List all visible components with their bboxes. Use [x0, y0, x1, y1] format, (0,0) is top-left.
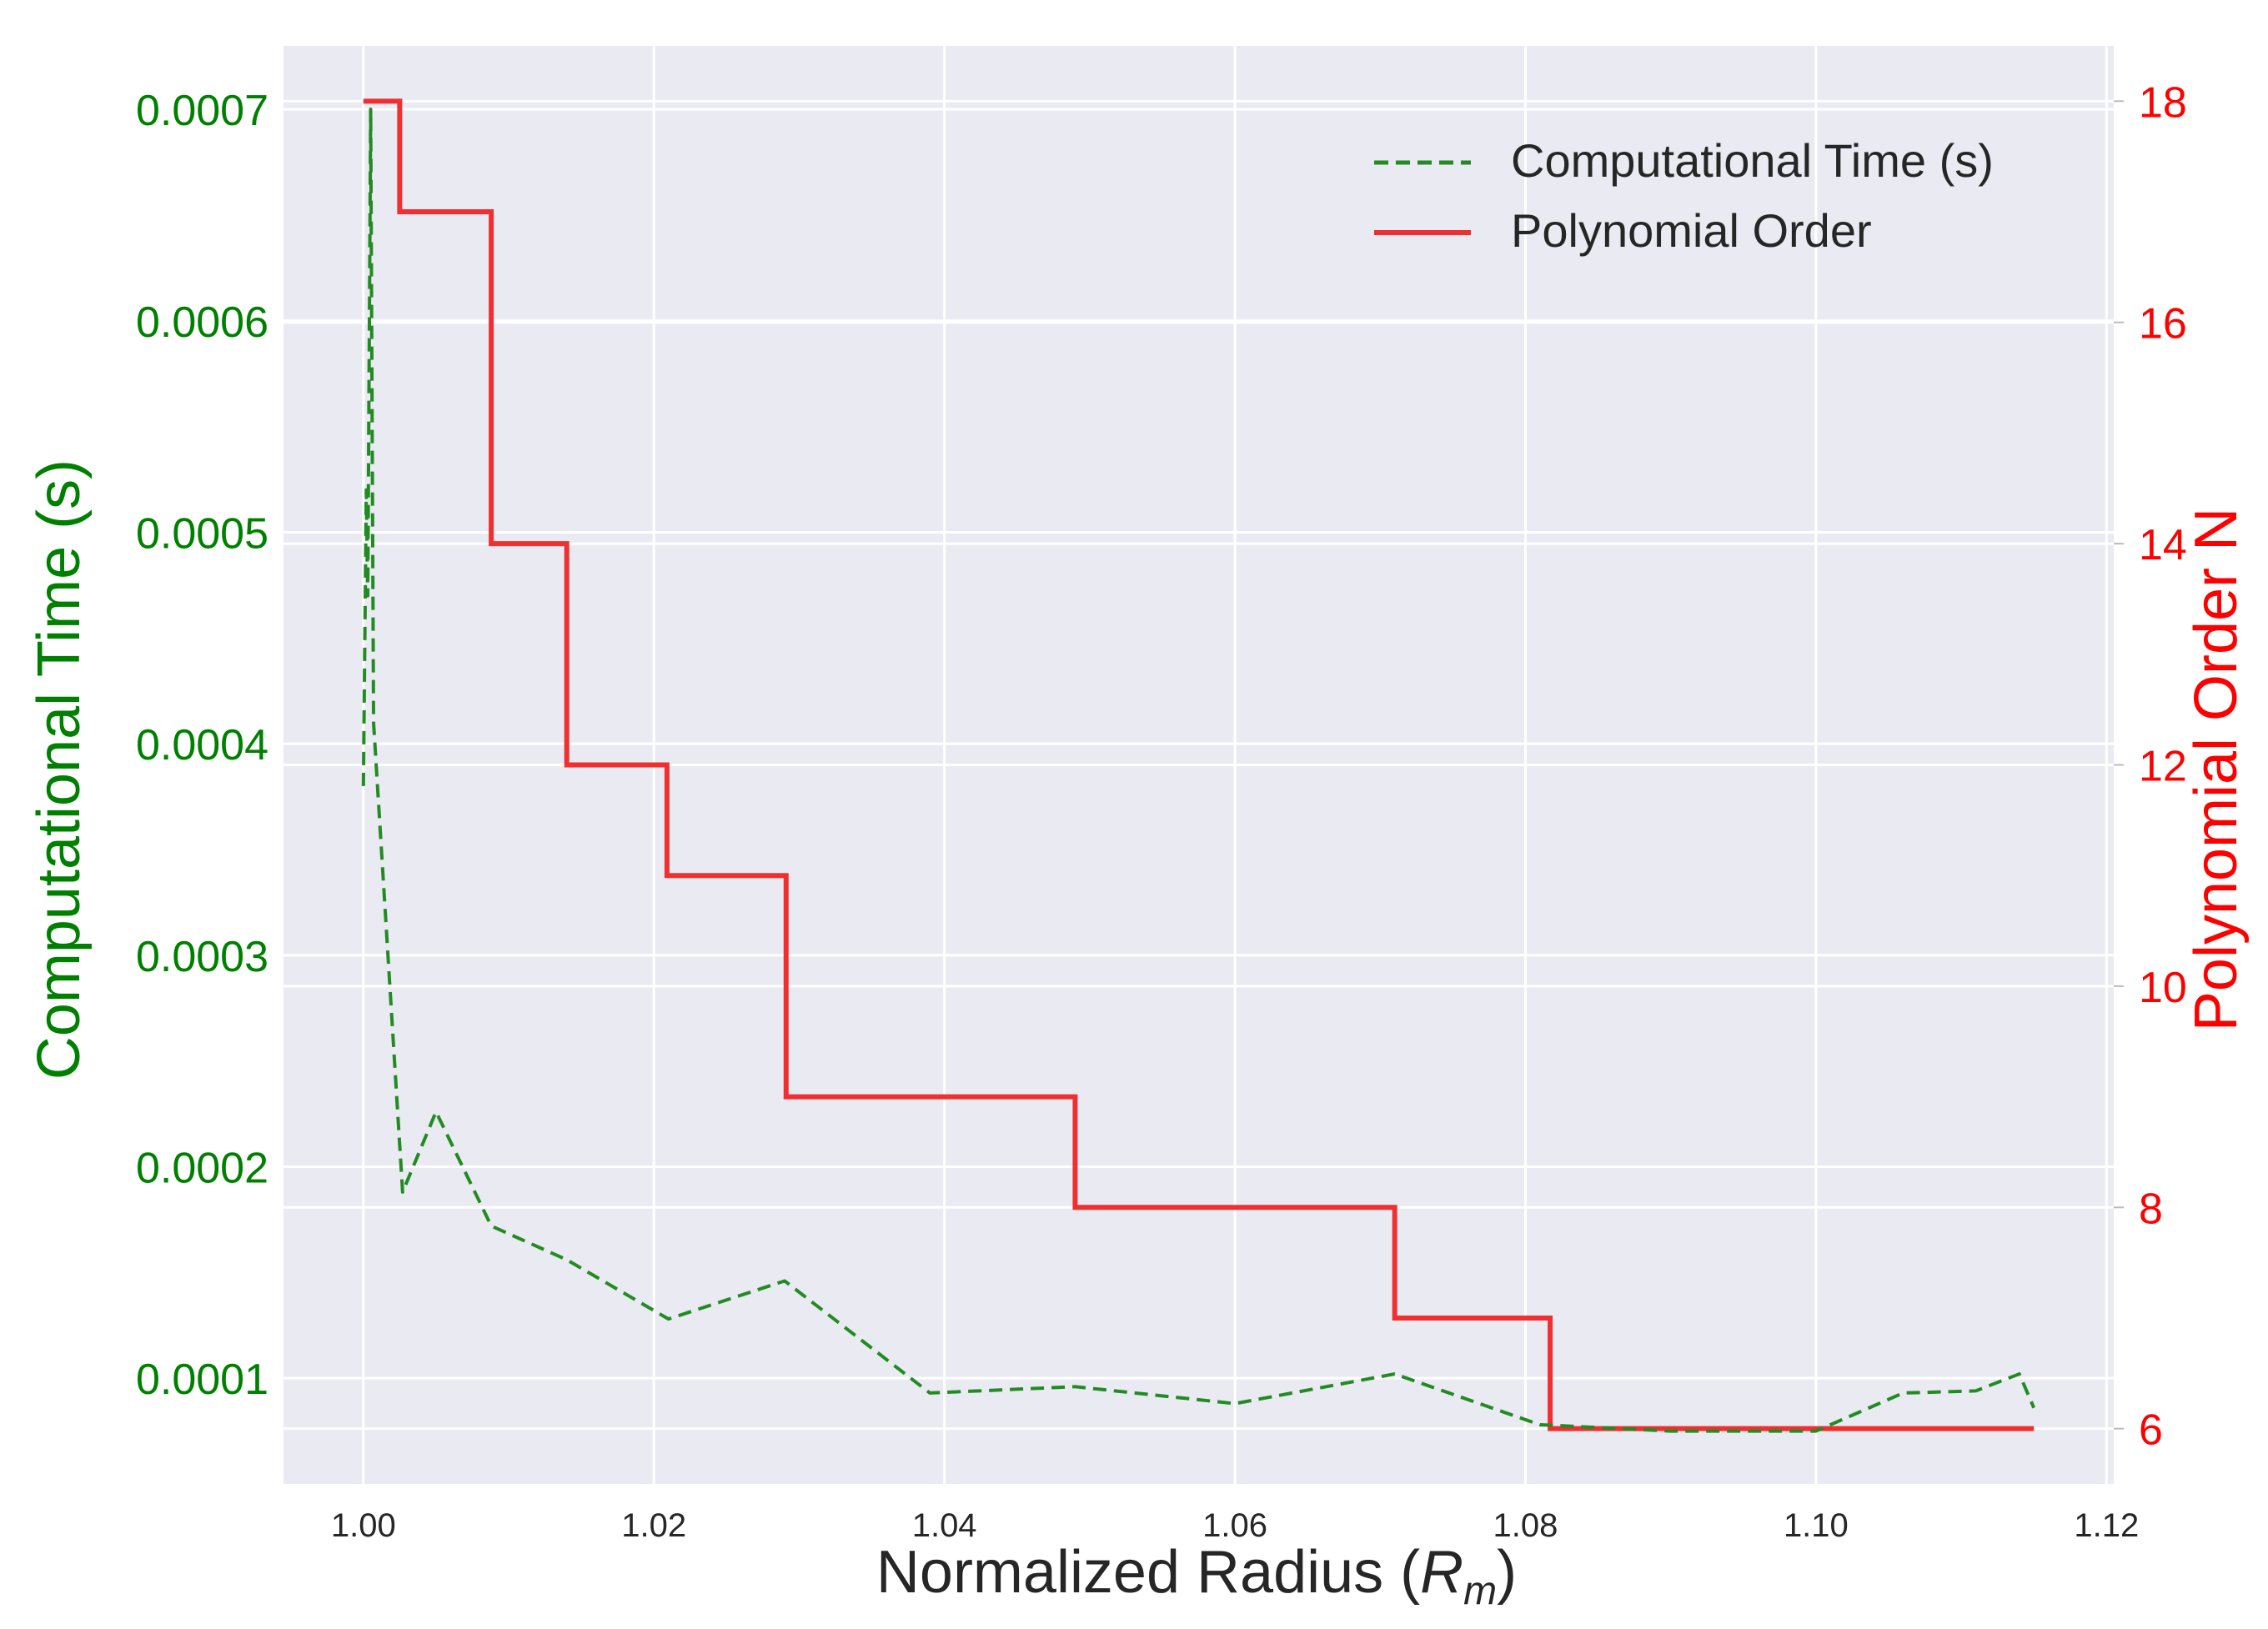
- legend-label-computational-time: Computational Time (s): [1511, 134, 1994, 187]
- right-y-tick-label: 8: [2139, 1185, 2163, 1233]
- left-y-tick-label: 0.0002: [136, 1144, 268, 1192]
- series-line-computational-time: [361, 108, 2036, 1433]
- left-y-axis-label: Computational Time (s): [26, 459, 93, 1080]
- right-y-tick-label: 10: [2139, 964, 2187, 1012]
- series-line-polynomial-order: [363, 98, 2035, 1431]
- legend-label-polynomial-order: Polynomial Order: [1511, 204, 1872, 257]
- x-axis-label: Normalized Radius (Rm): [876, 1539, 1517, 1613]
- x-tick-label: 1.10: [1784, 1507, 1849, 1544]
- x-tick-label: 1.00: [331, 1507, 396, 1544]
- left-y-tick-label: 0.0003: [136, 933, 268, 981]
- x-tick-label: 1.02: [621, 1507, 686, 1544]
- right-y-tick-label: 12: [2139, 743, 2187, 791]
- x-tick-label: 1.06: [1202, 1507, 1267, 1544]
- right-y-axis-label: Polynomial Order N: [2183, 508, 2250, 1031]
- left-y-tick-label: 0.0007: [136, 87, 268, 135]
- right-y-tick-label: 14: [2139, 521, 2187, 569]
- x-tick-label: 1.12: [2074, 1507, 2139, 1544]
- series-layer: [361, 98, 2036, 1433]
- x-tick-label: 1.04: [912, 1507, 977, 1544]
- left-y-tick-label: 0.0004: [136, 721, 268, 769]
- right-y-tick-label: 6: [2139, 1406, 2163, 1455]
- right-y-tick-label: 18: [2139, 78, 2187, 127]
- x-tick-label: 1.08: [1493, 1507, 1558, 1544]
- x-axis-ticks: 1.00 1.02 1.04 1.06 1.08 1.10 1.12: [331, 1507, 2139, 1544]
- left-y-tick-label: 0.0006: [136, 298, 268, 347]
- right-y-axis-ticks: 6 8 10 12 14 16 18: [2114, 78, 2187, 1455]
- left-y-tick-label: 0.0005: [136, 509, 268, 558]
- right-y-tick-label: 16: [2139, 300, 2187, 348]
- legend: Computational Time (s) Polynomial Order: [1374, 134, 1994, 257]
- left-y-axis-ticks: 0.0001 0.0002 0.0003 0.0004 0.0005 0.0006 0.00…: [136, 87, 268, 1404]
- grid-lines: [284, 46, 2114, 1484]
- left-y-tick-label: 0.0001: [136, 1356, 268, 1404]
